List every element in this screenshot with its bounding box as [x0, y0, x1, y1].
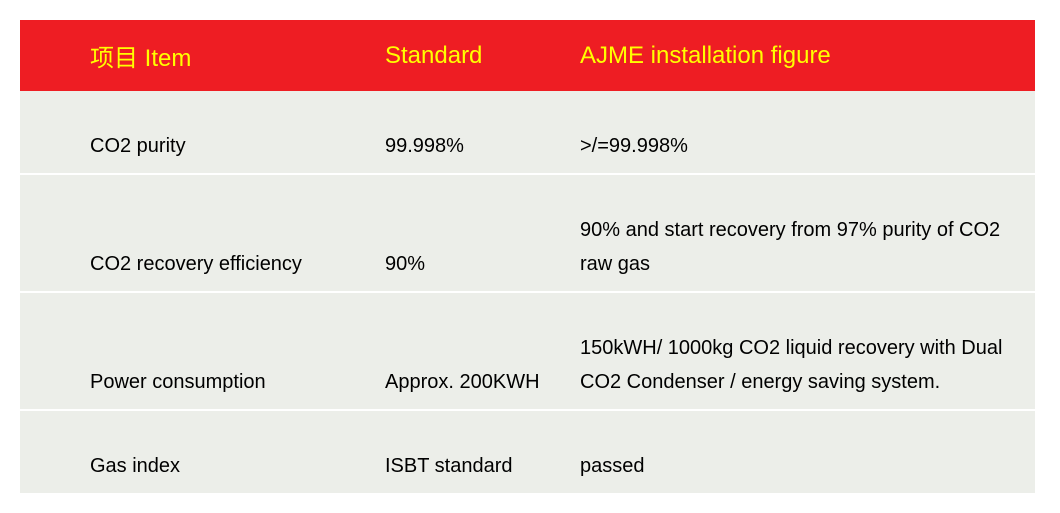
cell-item: Power consumption	[80, 292, 375, 410]
header-item: 项目 Item	[80, 20, 375, 91]
table-row: CO2 recovery efficiency 90% 90% and star…	[20, 174, 1035, 292]
cell-item: Gas index	[80, 410, 375, 493]
cell-blank	[20, 292, 80, 410]
spec-table-container: 项目 Item Standard AJME installation figur…	[20, 20, 1035, 493]
cell-item: CO2 purity	[80, 91, 375, 174]
cell-item: CO2 recovery efficiency	[80, 174, 375, 292]
header-ajme: AJME installation figure	[570, 20, 1035, 91]
table-row: Power consumption Approx. 200KWH 150kWH/…	[20, 292, 1035, 410]
cell-blank	[20, 174, 80, 292]
cell-standard: Approx. 200KWH	[375, 292, 570, 410]
cell-ajme: >/=99.998%	[570, 91, 1035, 174]
header-standard: Standard	[375, 20, 570, 91]
cell-blank	[20, 410, 80, 493]
spec-table: 项目 Item Standard AJME installation figur…	[20, 20, 1035, 493]
cell-blank	[20, 91, 80, 174]
cell-standard: 99.998%	[375, 91, 570, 174]
cell-ajme: 90% and start recovery from 97% purity o…	[570, 174, 1035, 292]
header-blank	[20, 20, 80, 91]
table-row: Gas index ISBT standard passed	[20, 410, 1035, 493]
table-header-row: 项目 Item Standard AJME installation figur…	[20, 20, 1035, 91]
cell-ajme: passed	[570, 410, 1035, 493]
cell-standard: ISBT standard	[375, 410, 570, 493]
cell-ajme: 150kWH/ 1000kg CO2 liquid recovery with …	[570, 292, 1035, 410]
table-row: CO2 purity 99.998% >/=99.998%	[20, 91, 1035, 174]
cell-standard: 90%	[375, 174, 570, 292]
